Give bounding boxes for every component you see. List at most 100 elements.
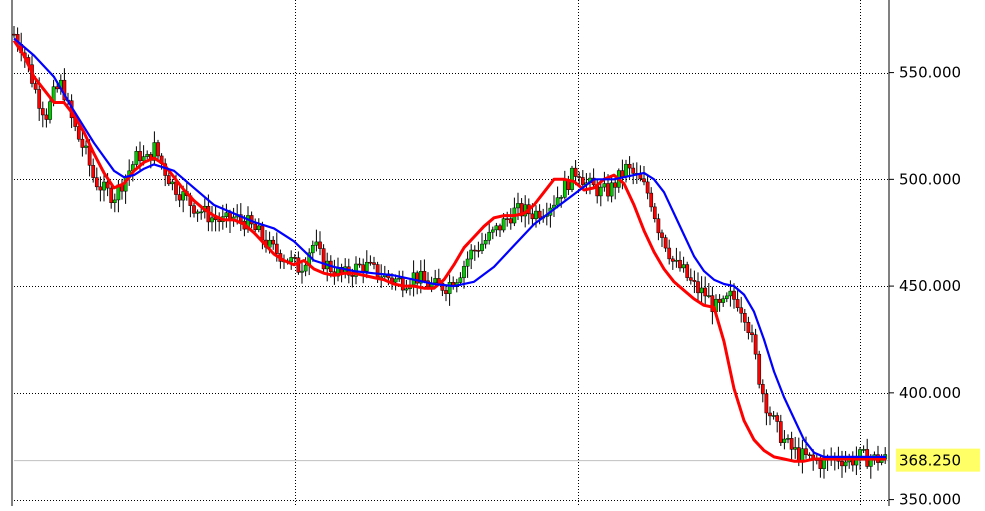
candle-body — [48, 101, 52, 120]
candle-body — [256, 225, 261, 231]
fast-moving-average-line — [12, 39, 886, 463]
grid-layer — [14, 0, 888, 506]
candle — [98, 176, 103, 202]
candle — [753, 328, 758, 360]
candle — [742, 308, 747, 331]
candle-body — [721, 298, 726, 303]
candle — [692, 270, 697, 294]
candle — [372, 256, 376, 270]
candle-body — [660, 232, 664, 238]
candle — [789, 431, 794, 461]
y-axis: 550.000 500.000 450.000 400.000 350.000 368.2… — [889, 64, 980, 509]
candle-body — [400, 277, 405, 291]
candle-body — [537, 210, 542, 219]
candle — [642, 165, 646, 186]
candle-body — [670, 258, 675, 262]
candle-body — [321, 248, 326, 270]
candle-body — [757, 353, 762, 385]
candle-body — [350, 274, 355, 277]
candle-body — [516, 203, 520, 209]
candle-body — [818, 460, 823, 469]
candle — [570, 165, 574, 193]
candle — [555, 186, 560, 209]
candle-body — [530, 213, 535, 220]
candle — [703, 276, 708, 306]
candle-body — [170, 181, 175, 185]
candle — [393, 274, 398, 291]
candle-body — [631, 167, 636, 174]
candle-body — [156, 142, 160, 157]
candle-body — [444, 290, 448, 294]
candle — [670, 255, 675, 270]
candle — [40, 101, 45, 128]
candle-body — [166, 175, 171, 185]
y-tick-label: 350.000 — [899, 491, 961, 506]
candle-body — [368, 261, 373, 264]
candle-body — [498, 225, 502, 231]
candle — [76, 123, 81, 142]
candle-body — [555, 197, 560, 206]
candle — [112, 193, 117, 213]
candle — [663, 234, 668, 252]
candle — [696, 272, 700, 302]
candle-body — [508, 218, 513, 224]
candle-body — [602, 183, 607, 188]
candle-body — [134, 151, 139, 165]
candle-body — [300, 270, 304, 273]
candle — [195, 209, 200, 222]
candle-body — [696, 281, 700, 294]
candle — [746, 316, 751, 340]
candle — [750, 324, 754, 343]
candle-body — [177, 194, 182, 201]
candle-body — [732, 290, 736, 300]
candle-body — [289, 257, 294, 263]
candle — [192, 202, 196, 218]
candle-body — [422, 271, 427, 282]
candle-body — [505, 218, 510, 220]
candle-body — [303, 264, 308, 272]
candle-body — [487, 231, 492, 241]
slow-moving-average-line — [13, 37, 886, 458]
candle — [210, 205, 214, 232]
candle-body — [393, 278, 398, 283]
y-tick-label: 550.000 — [899, 64, 961, 82]
candle — [256, 218, 261, 233]
candle-body — [476, 250, 481, 252]
candle-body — [260, 225, 265, 241]
candle-body — [274, 243, 279, 254]
candle — [480, 232, 484, 255]
candle — [656, 213, 661, 241]
candle — [793, 436, 798, 459]
candle — [476, 241, 481, 258]
candle — [602, 171, 607, 192]
candle-body — [141, 156, 146, 162]
candle-body — [570, 167, 574, 190]
candle — [145, 150, 150, 160]
candle — [739, 296, 744, 323]
last-price-badge-bg — [896, 448, 980, 472]
candle — [292, 254, 297, 265]
candle — [447, 274, 452, 306]
candle-body — [667, 247, 672, 260]
candle — [494, 222, 499, 237]
candle-body — [145, 154, 150, 157]
candle-body — [192, 205, 196, 214]
candle — [109, 182, 114, 209]
candle-body — [415, 272, 420, 284]
candle-body — [253, 223, 258, 231]
candle-body — [699, 287, 704, 294]
candle — [768, 406, 772, 426]
candle — [717, 294, 722, 312]
candle-body — [764, 393, 769, 414]
candle-body — [519, 203, 524, 217]
candle-body — [678, 259, 682, 269]
candle — [44, 108, 49, 128]
candle-body — [642, 178, 646, 183]
candle-body — [685, 264, 690, 278]
candle — [490, 226, 495, 240]
candle-body — [98, 186, 103, 191]
candle-body — [109, 187, 114, 204]
candle-body — [483, 240, 488, 245]
candle-body — [314, 241, 319, 246]
